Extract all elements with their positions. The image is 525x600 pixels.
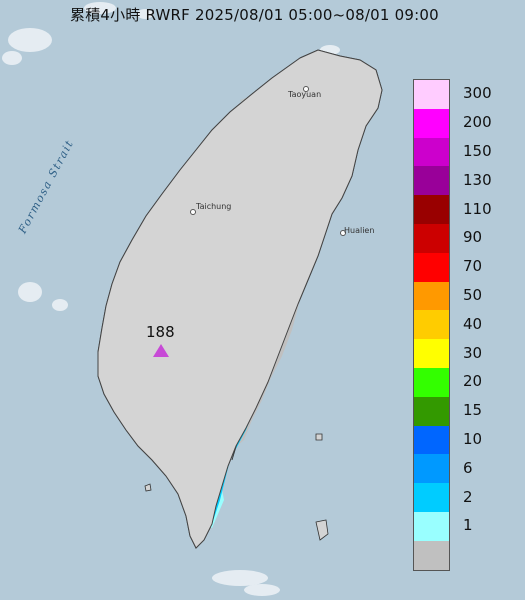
- legend-label: 110: [463, 199, 492, 218]
- legend-swatch: [414, 511, 449, 541]
- legend-swatch: [414, 310, 449, 340]
- small-islands: [144, 433, 329, 541]
- legend-label: 50: [463, 286, 483, 304]
- legend-swatch: [414, 108, 449, 138]
- legend-label: 40: [463, 314, 483, 333]
- legend-swatch: [414, 223, 449, 253]
- legend-label: 150: [463, 142, 492, 160]
- legend-labels: 300 200 150 130 110 90 70 50 40 30 20 15 10 6 2 1: [463, 79, 523, 569]
- legend-swatch: [414, 195, 449, 224]
- city-dot-hualien: [340, 230, 346, 236]
- city-dot-taoyuan: [303, 86, 309, 92]
- legend-label: 130: [463, 170, 492, 189]
- legend-label: 300: [463, 84, 492, 103]
- city-dot-taichung: [190, 209, 196, 215]
- legend-swatch: [414, 281, 449, 311]
- legend-label: 90: [463, 228, 483, 247]
- legend-swatch: [414, 396, 449, 426]
- legend-label: 2: [463, 487, 473, 506]
- legend-label: 1: [463, 516, 473, 535]
- legend-swatch: [414, 339, 449, 368]
- city-label-taoyuan: Taoyuan: [288, 90, 322, 99]
- legend-swatch: [414, 483, 449, 512]
- legend-label: 15: [463, 401, 483, 420]
- legend-label: 6: [463, 458, 473, 477]
- legend-swatch: [414, 367, 449, 397]
- max-value-marker-icon: [153, 344, 169, 357]
- max-value-label: 188: [146, 323, 175, 341]
- legend-swatch: [414, 252, 449, 282]
- legend-swatch: [414, 540, 449, 570]
- legend-label: 30: [463, 343, 483, 362]
- legend-label: 10: [463, 430, 483, 448]
- city-label-hualien: Hualien: [344, 226, 375, 235]
- legend-swatch: [414, 454, 449, 484]
- legend-swatch: [414, 425, 449, 455]
- legend-swatch: [414, 137, 449, 167]
- legend-label: 200: [463, 113, 492, 132]
- legend-swatch: [414, 80, 449, 109]
- legend-label: 20: [463, 372, 483, 391]
- color-legend: [413, 79, 450, 571]
- legend-label: 70: [463, 257, 483, 276]
- map-title: 累積4小時 RWRF 2025/08/01 05:00~08/01 09:00: [70, 6, 439, 24]
- city-label-taichung: Taichung: [196, 202, 232, 211]
- legend-swatch: [414, 166, 449, 196]
